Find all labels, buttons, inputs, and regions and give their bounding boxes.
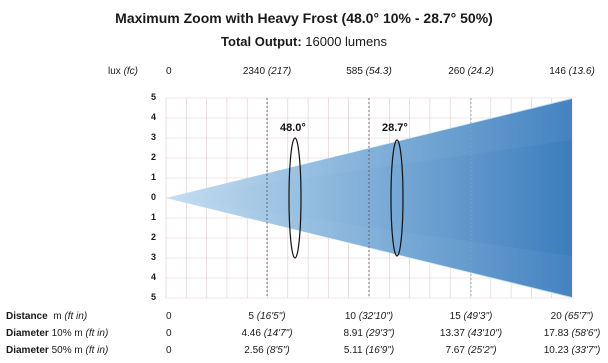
distance-value: 20 (65'7") bbox=[550, 311, 594, 322]
y-tick-label: 5 bbox=[150, 292, 156, 302]
diameter50-value: 10.23 (33'7") bbox=[543, 345, 601, 356]
lux-value: 2340 (217) bbox=[242, 66, 292, 77]
y-tick-label: 0 bbox=[150, 192, 156, 202]
y-tick-label: 2 bbox=[150, 232, 156, 242]
subtitle-label: Total Output: bbox=[221, 34, 302, 49]
lux-value: 585 (54.3) bbox=[346, 66, 392, 77]
lux-alt-unit: (fc) bbox=[123, 66, 139, 77]
y-tick-label: 3 bbox=[150, 252, 156, 262]
chart-subtitle: Total Output: 16000 lumens bbox=[0, 34, 608, 49]
distance-value: 10 (32'10") bbox=[344, 311, 394, 322]
diameter10-value: 17.83 (58'6") bbox=[543, 328, 601, 339]
y-tick-label: 5 bbox=[150, 92, 156, 102]
diameter50-value: 0 bbox=[166, 345, 172, 356]
distance-value: 5 (16'5") bbox=[248, 311, 286, 322]
diameter50-value: 5.11 (16'9") bbox=[343, 345, 395, 356]
diameter10-row-label: Diameter 10% m (ft in) bbox=[6, 328, 109, 339]
diameter50-row-label: Diameter 50% m (ft in) bbox=[6, 345, 109, 356]
distance-value: 15 (49'3") bbox=[449, 311, 493, 322]
subtitle-value: 16000 lumens bbox=[305, 34, 387, 49]
wide-angle-ellipse bbox=[288, 137, 302, 259]
y-tick-label: 1 bbox=[150, 172, 156, 182]
lux-unit: lux bbox=[108, 66, 121, 77]
distance-row-label: Distance m (ft in) bbox=[6, 311, 88, 322]
lux-value: 146 (13.6) bbox=[549, 66, 595, 77]
diameter10-value: 8.91 (29'3") bbox=[343, 328, 395, 339]
narrow-angle-label: 28.7° bbox=[382, 122, 408, 134]
y-tick-label: 4 bbox=[150, 272, 156, 282]
narrow-angle-ellipse bbox=[390, 139, 404, 257]
diameter10-value: 0 bbox=[166, 328, 172, 339]
wide-angle-label: 48.0° bbox=[280, 122, 306, 134]
y-tick-label: 3 bbox=[150, 132, 156, 142]
diameter10-value: 4.46 (14'7") bbox=[241, 328, 293, 339]
chart-title: Maximum Zoom with Heavy Frost (48.0° 10%… bbox=[115, 10, 493, 26]
lux-value: 260 (24.2) bbox=[448, 66, 494, 77]
y-tick-label: 2 bbox=[150, 152, 156, 162]
lux-value: 0 bbox=[166, 66, 172, 77]
lux-header: lux (fc) bbox=[108, 66, 138, 77]
y-tick-label: 4 bbox=[150, 112, 156, 122]
diameter50-value: 7.67 (25'2") bbox=[445, 345, 497, 356]
distance-value: 0 bbox=[166, 311, 172, 322]
diameter50-value: 2.56 (8'5") bbox=[244, 345, 290, 356]
y-tick-label: 1 bbox=[150, 212, 156, 222]
diameter10-value: 13.37 (43'10") bbox=[439, 328, 503, 339]
